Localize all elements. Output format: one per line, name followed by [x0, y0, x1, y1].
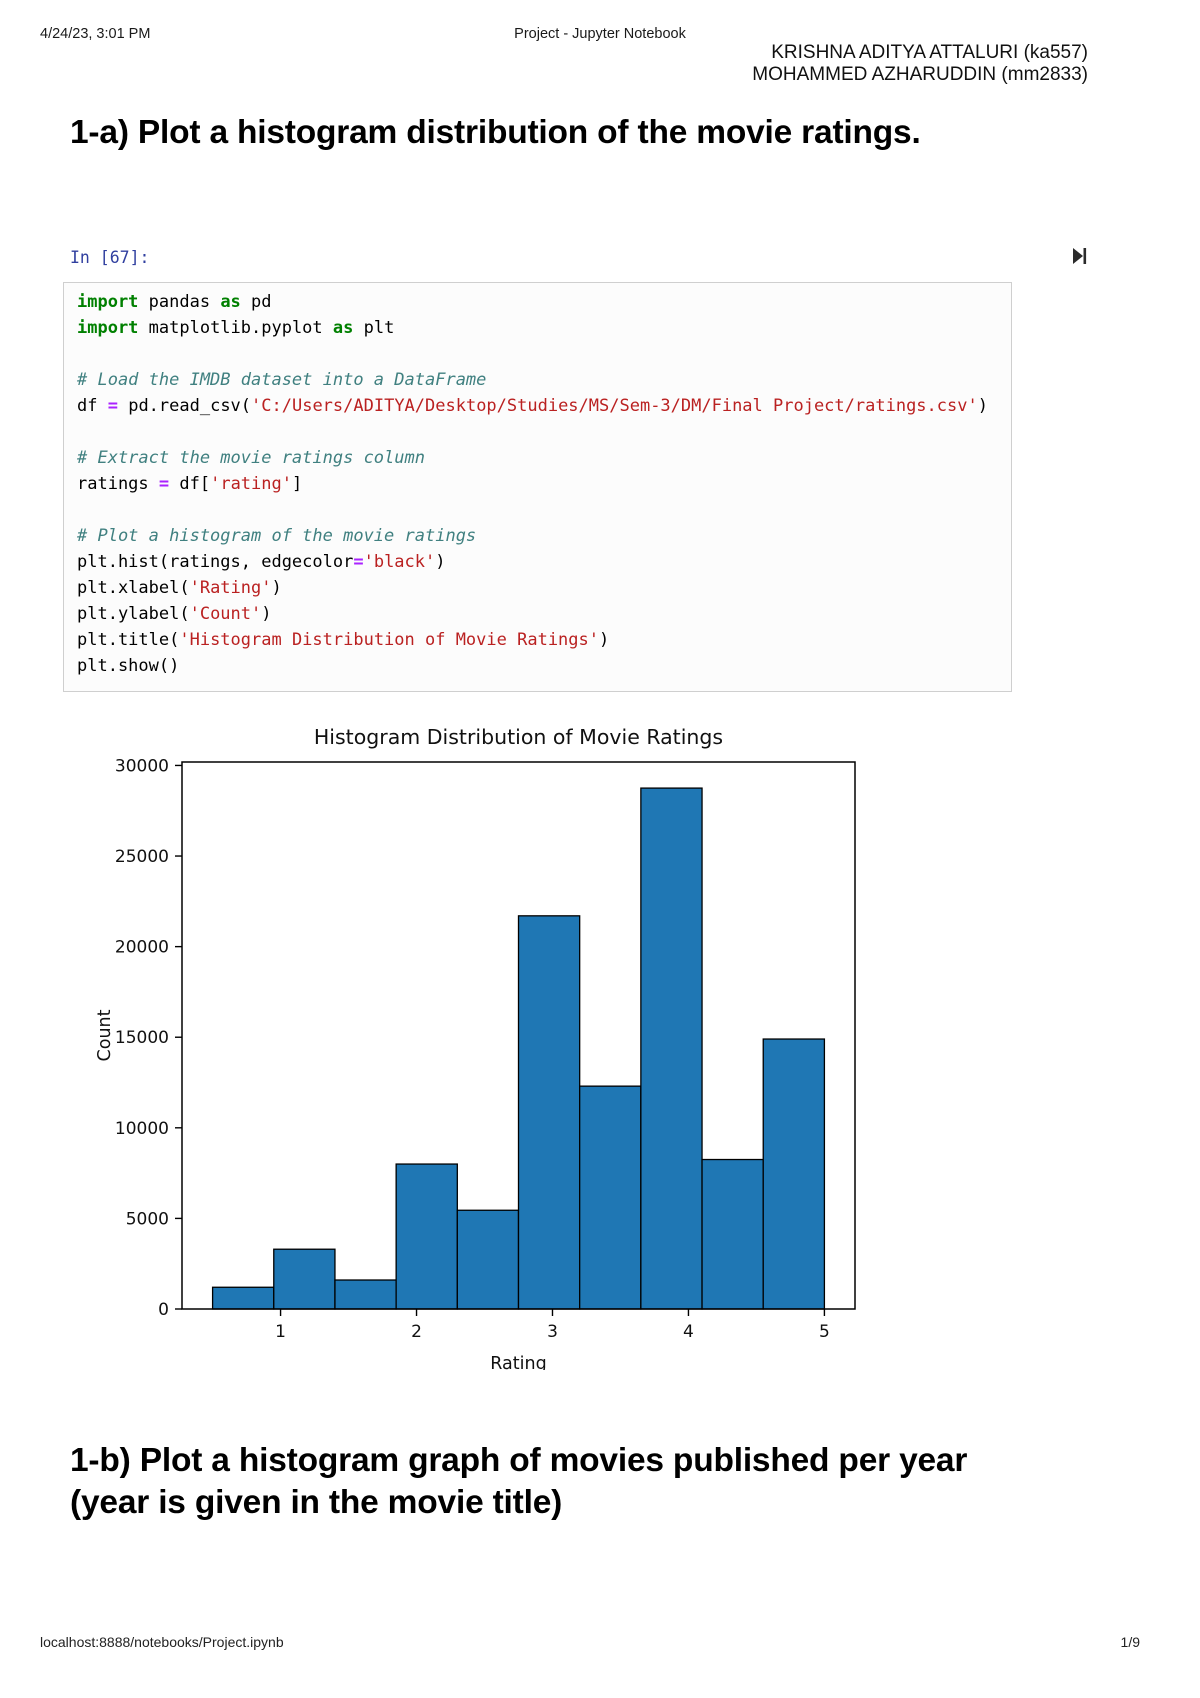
notebook-url: localhost:8888/notebooks/Project.ipynb — [40, 1634, 284, 1650]
histogram-bar — [273, 1248, 336, 1310]
ratings-histogram: 0 5000 10000 15000 20000 25000 30000 1 2 3 4 5 Histo… — [95, 725, 856, 1370]
code-line — [77, 497, 998, 523]
y-tick-label: 0 — [158, 1300, 169, 1320]
y-axis-label: Count — [95, 1009, 115, 1061]
histogram-bar — [456, 1209, 520, 1310]
histogram-bar — [517, 915, 581, 1310]
x-tick-label: 2 — [411, 1322, 422, 1342]
plot-border — [181, 761, 856, 1310]
histogram-bar — [579, 1085, 642, 1310]
page-number: 1/9 — [1120, 1634, 1140, 1650]
y-tick-label: 30000 — [115, 756, 169, 776]
author-2: MOHAMMED AZHARUDDIN (mm2833) — [752, 64, 1088, 85]
code-line: df = pd.read_csv('C:/Users/ADITYA/Deskto… — [77, 396, 988, 416]
code-line: plt.xlabel('Rating') — [77, 578, 282, 598]
y-tick-label: 15000 — [115, 1028, 169, 1048]
code-line: import matplotlib.pyplot as plt — [77, 318, 395, 338]
code-line: # Plot a histogram of the movie ratings — [77, 526, 477, 546]
skip-to-end-icon — [1073, 248, 1087, 264]
histogram-bar — [334, 1279, 397, 1310]
x-tick-label: 1 — [275, 1322, 286, 1342]
code-line — [77, 419, 998, 445]
code-line: ratings = df['rating'] — [77, 474, 303, 494]
print-datetime: 4/24/23, 3:01 PM — [40, 26, 151, 42]
code-line: import pandas as pd — [77, 292, 272, 312]
code-area: import pandas as pd import matplotlib.pyp… — [77, 289, 998, 679]
document-title: Project - Jupyter Notebook — [514, 26, 686, 42]
heading-question-1b: 1-b) Plot a histogram graph of movies pu… — [70, 1442, 968, 1521]
code-line: # Extract the movie ratings column — [77, 448, 425, 468]
x-axis-label: Rating — [490, 1354, 546, 1370]
author-1: KRISHNA ADITYA ATTALURI (ka557) — [771, 42, 1088, 63]
y-tick-label: 5000 — [126, 1209, 169, 1229]
input-prompt: In [67]: — [70, 248, 150, 267]
code-line: # Load the IMDB dataset into a DataFrame — [77, 370, 487, 390]
chart-title: Histogram Distribution of Movie Ratings — [314, 725, 723, 749]
y-tick-label: 20000 — [115, 938, 169, 958]
code-cell: import pandas as pd import matplotlib.pyp… — [63, 282, 1012, 692]
author-names: KRISHNA ADITYA ATTALURI (ka557) MOHAMMED… — [752, 42, 1088, 86]
x-tick-label: 3 — [547, 1322, 558, 1342]
histogram-bar — [640, 787, 703, 1310]
heading-question-1a: 1-a) Plot a histogram distribution of th… — [70, 114, 921, 151]
histogram-bar — [395, 1163, 458, 1310]
y-tick-label: 10000 — [115, 1119, 169, 1139]
code-line: plt.hist(ratings, edgecolor='black') — [77, 552, 446, 572]
histogram-bar — [762, 1038, 826, 1310]
code-line: plt.title('Histogram Distribution of Mov… — [77, 630, 610, 650]
code-line: plt.ylabel('Count') — [77, 604, 272, 624]
x-tick-label: 4 — [683, 1322, 694, 1342]
y-tick-label: 25000 — [115, 847, 169, 867]
code-line: plt.show() — [77, 656, 180, 676]
code-line — [77, 341, 998, 367]
histogram-bar — [701, 1158, 764, 1310]
histogram-bar — [211, 1286, 275, 1310]
x-tick-label: 5 — [819, 1322, 830, 1342]
